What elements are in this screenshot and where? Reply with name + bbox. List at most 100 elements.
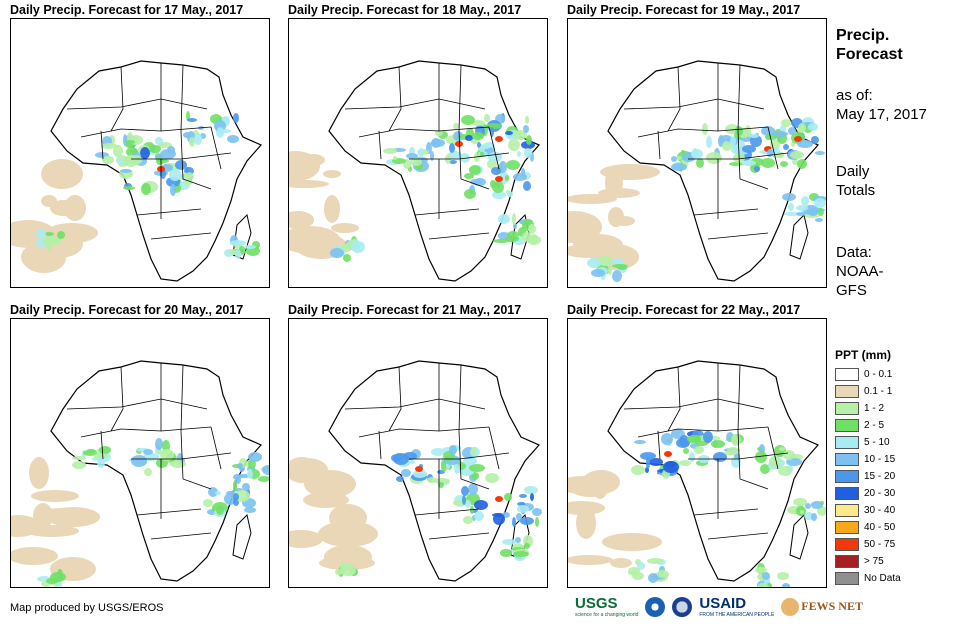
precip-cell bbox=[513, 173, 527, 181]
sidebar-title-line1: Precip. bbox=[836, 27, 890, 44]
precip-cell bbox=[101, 143, 117, 149]
country-border bbox=[131, 452, 232, 460]
precip-cell bbox=[647, 558, 663, 564]
precip-cell bbox=[755, 451, 767, 463]
precip-cell bbox=[86, 449, 96, 453]
legend-swatch bbox=[835, 572, 859, 585]
dry-area bbox=[568, 555, 613, 565]
country-border bbox=[488, 426, 500, 470]
precip-cell bbox=[472, 132, 484, 140]
dry-area bbox=[613, 216, 635, 226]
precip-cell bbox=[72, 461, 86, 469]
legend-item: 20 - 30 bbox=[835, 485, 901, 502]
country-border bbox=[428, 532, 490, 540]
country-border bbox=[180, 64, 184, 132]
precip-cell bbox=[244, 507, 256, 513]
precip-cell bbox=[535, 517, 539, 527]
precip-cell bbox=[696, 158, 704, 168]
precip-cell bbox=[233, 493, 239, 501]
precip-cell bbox=[679, 460, 691, 466]
precip-cell bbox=[461, 486, 469, 496]
asof-block: as of: May 17, 2017 bbox=[836, 86, 927, 124]
forecast-map bbox=[288, 18, 548, 288]
country-border bbox=[414, 508, 480, 516]
precip-cell bbox=[465, 135, 473, 141]
country-border bbox=[210, 126, 222, 170]
precip-cell bbox=[242, 483, 250, 491]
asof-date: May 17, 2017 bbox=[836, 106, 927, 123]
precip-cell bbox=[113, 145, 123, 157]
dry-area bbox=[289, 180, 329, 188]
precip-cell bbox=[141, 183, 151, 195]
precip-cell bbox=[124, 155, 138, 167]
legend-item: > 75 bbox=[835, 553, 901, 570]
country-border bbox=[737, 130, 769, 190]
country-border bbox=[210, 426, 222, 470]
precip-cell bbox=[469, 165, 481, 175]
forecast-map bbox=[288, 318, 548, 588]
precip-cell bbox=[689, 452, 695, 462]
precip-cell bbox=[818, 208, 824, 216]
precip-cell bbox=[757, 583, 769, 587]
country-border bbox=[414, 208, 480, 216]
country-border bbox=[180, 430, 212, 490]
precip-cell bbox=[671, 156, 677, 162]
panel-title: Daily Precip. Forecast for 18 May., 2017 bbox=[288, 3, 522, 17]
precip-cell bbox=[449, 143, 455, 153]
forecast-panel-19-may: Daily Precip. Forecast for 19 May., 2017 bbox=[567, 2, 827, 288]
legend-item: 50 - 75 bbox=[835, 536, 901, 553]
legend-item: 30 - 40 bbox=[835, 502, 901, 519]
precip-cell bbox=[120, 169, 132, 173]
precip-cell bbox=[815, 151, 825, 155]
precip-cell bbox=[441, 460, 447, 472]
country-border bbox=[693, 508, 759, 516]
precip-cell bbox=[499, 161, 507, 173]
precip-cell bbox=[183, 132, 191, 138]
sidebar-title-line2: Forecast bbox=[836, 46, 903, 63]
precip-cell bbox=[713, 452, 727, 462]
legend-item: 0 - 0.1 bbox=[835, 366, 901, 383]
precip-cell bbox=[401, 469, 411, 477]
precip-cell bbox=[492, 181, 504, 193]
legend-label: > 75 bbox=[864, 556, 884, 567]
precip-cell bbox=[410, 158, 422, 166]
precip-cell bbox=[754, 166, 760, 172]
country-border bbox=[136, 208, 202, 216]
legend-title: PPT (mm) bbox=[835, 348, 892, 362]
precip-cell bbox=[735, 126, 743, 136]
dry-area bbox=[31, 490, 79, 502]
precip-cell bbox=[97, 458, 105, 468]
precip-cell bbox=[44, 232, 54, 236]
precip-cell bbox=[438, 482, 444, 488]
precip-map-svg bbox=[11, 360, 269, 587]
legend-swatch bbox=[835, 521, 859, 534]
precip-cell bbox=[749, 134, 759, 138]
precip-map-svg bbox=[289, 60, 541, 282]
legend-label: 20 - 30 bbox=[864, 488, 896, 499]
legend-label: 2 - 5 bbox=[864, 420, 885, 431]
madagascar-outline bbox=[789, 214, 809, 260]
precip-cell bbox=[513, 130, 527, 140]
precip-map-svg bbox=[568, 360, 826, 587]
precip-cell bbox=[786, 458, 802, 466]
country-border bbox=[707, 232, 769, 240]
precip-cell bbox=[634, 440, 646, 444]
precip-cell bbox=[780, 125, 786, 133]
precip-cell bbox=[50, 572, 66, 582]
legend-label: 40 - 50 bbox=[864, 522, 896, 533]
forecast-panel-18-may: Daily Precip. Forecast for 18 May., 2017 bbox=[288, 2, 548, 288]
precip-legend: PPT (mm) 0 - 0.1 0.1 - 1 1 - 2 2 - 5 5 - 10 1… bbox=[835, 348, 901, 587]
precip-cell bbox=[631, 465, 645, 475]
precip-cell bbox=[143, 449, 153, 455]
precip-cell bbox=[519, 494, 527, 498]
precip-cell bbox=[801, 196, 809, 206]
precip-cell bbox=[157, 450, 169, 454]
dry-area bbox=[41, 159, 83, 189]
country-border bbox=[136, 508, 202, 516]
country-border bbox=[180, 130, 212, 190]
precip-cell bbox=[525, 116, 529, 124]
precip-cell bbox=[597, 256, 613, 266]
panel-title: Daily Precip. Forecast for 19 May., 2017 bbox=[567, 3, 801, 17]
dry-area bbox=[573, 234, 623, 256]
precip-cell bbox=[409, 460, 415, 464]
